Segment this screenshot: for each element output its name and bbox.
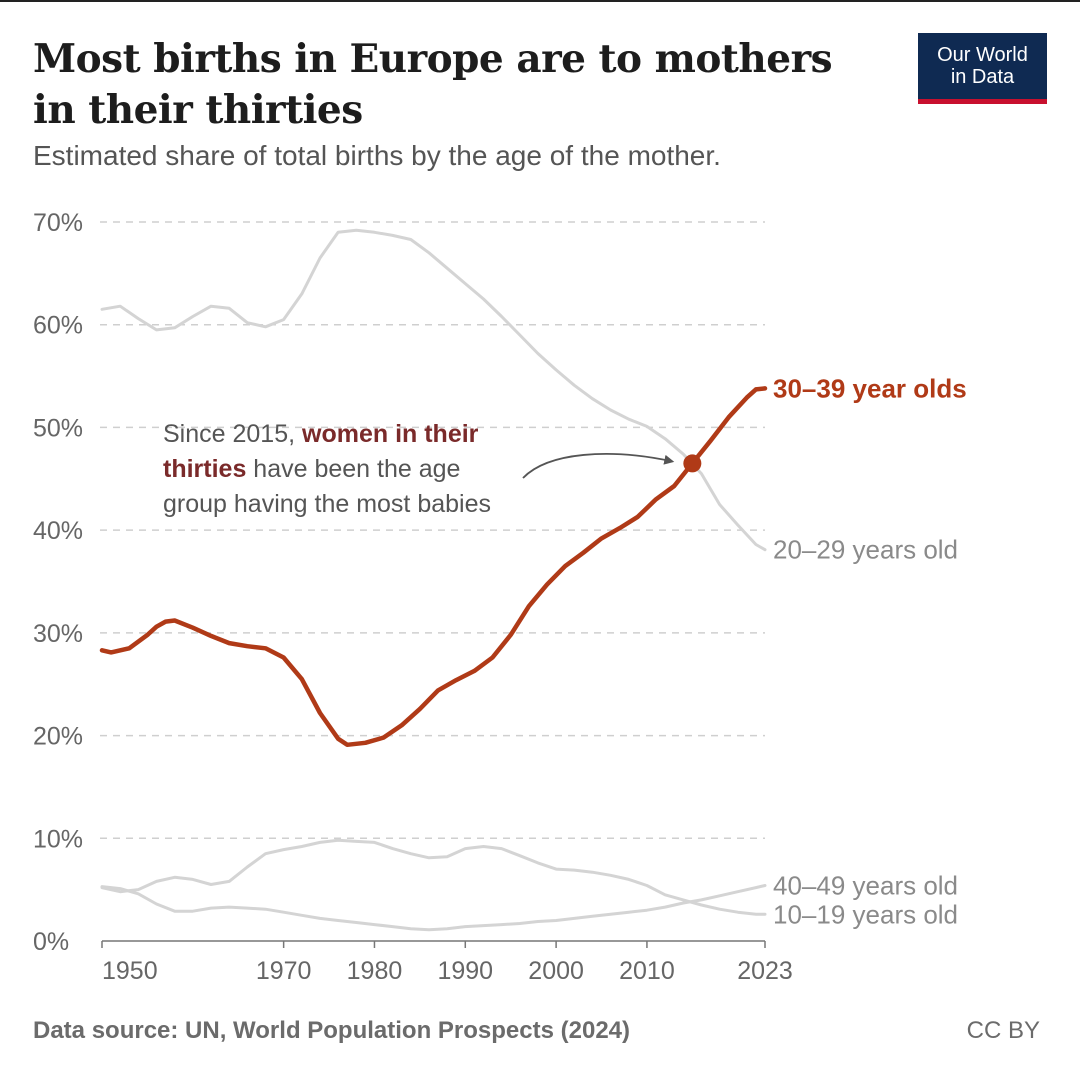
y-tick-label: 40% xyxy=(33,517,83,545)
x-tick-label: 2023 xyxy=(737,957,793,985)
x-tick-label: 2010 xyxy=(619,957,675,985)
top-rule xyxy=(0,0,1080,2)
y-tick-label: 60% xyxy=(33,312,83,340)
series-end-label: 20–29 years old xyxy=(773,535,958,565)
license[interactable]: CC BY xyxy=(966,1017,1040,1044)
y-tick-label: 30% xyxy=(33,620,83,648)
annotation-line-3: group having the most babies xyxy=(163,490,491,518)
logo-line-2: in Data xyxy=(950,66,1015,88)
x-tick-label: 1970 xyxy=(256,957,312,985)
annotation-arrow xyxy=(522,453,675,479)
series-end-label: 10–19 years old xyxy=(773,899,958,929)
y-tick-label: 20% xyxy=(33,723,83,751)
annotation-highlight-2: thirties xyxy=(163,455,246,483)
series-end-label: 30–39 year olds xyxy=(773,373,967,403)
x-tick-label: 1990 xyxy=(437,957,493,985)
series-line-highlight xyxy=(99,386,768,748)
owid-logo[interactable]: Our World in Data xyxy=(918,33,1047,104)
axes: 0% 10% 20% 30% 40% 50% 60% 70% 1950 1970 1980 1990 2… xyxy=(33,209,793,985)
crossover-marker xyxy=(683,454,702,473)
annotation: Since 2015, women in their thirties have… xyxy=(163,420,675,518)
annotation-highlight-1: women in their xyxy=(301,420,479,448)
y-tick-label: 50% xyxy=(33,414,83,442)
x-tick-label: 2000 xyxy=(528,957,584,985)
series-end-labels: 30–39 year olds 20–29 years old 40–49 year… xyxy=(773,373,967,929)
chart-title: Most births in Europe are to mothers in … xyxy=(33,36,833,133)
annotation-text-1: Since 2015, xyxy=(163,420,302,448)
annotation-line-1: Since 2015, women in their xyxy=(163,420,479,448)
annotation-line-2: thirties have been the age xyxy=(163,455,460,483)
gridlines xyxy=(100,221,765,840)
series-line-muted xyxy=(100,884,767,932)
logo-line-1: Our World xyxy=(937,44,1028,66)
series-lines xyxy=(99,228,768,932)
x-tick-label: 1950 xyxy=(102,957,158,985)
annotation-text-2: have been the age xyxy=(246,455,460,483)
chart-subtitle: Estimated share of total births by the a… xyxy=(33,140,721,171)
y-tick-label: 10% xyxy=(33,825,83,853)
series-line-muted xyxy=(100,838,767,916)
y-tick-label: 0% xyxy=(33,928,69,956)
data-source[interactable]: Data source: UN, World Population Prospe… xyxy=(33,1017,631,1044)
series-end-label: 40–49 years old xyxy=(773,871,958,901)
x-tick-label: 1980 xyxy=(347,957,403,985)
y-tick-label: 70% xyxy=(33,209,83,237)
series-line-muted xyxy=(100,228,767,552)
